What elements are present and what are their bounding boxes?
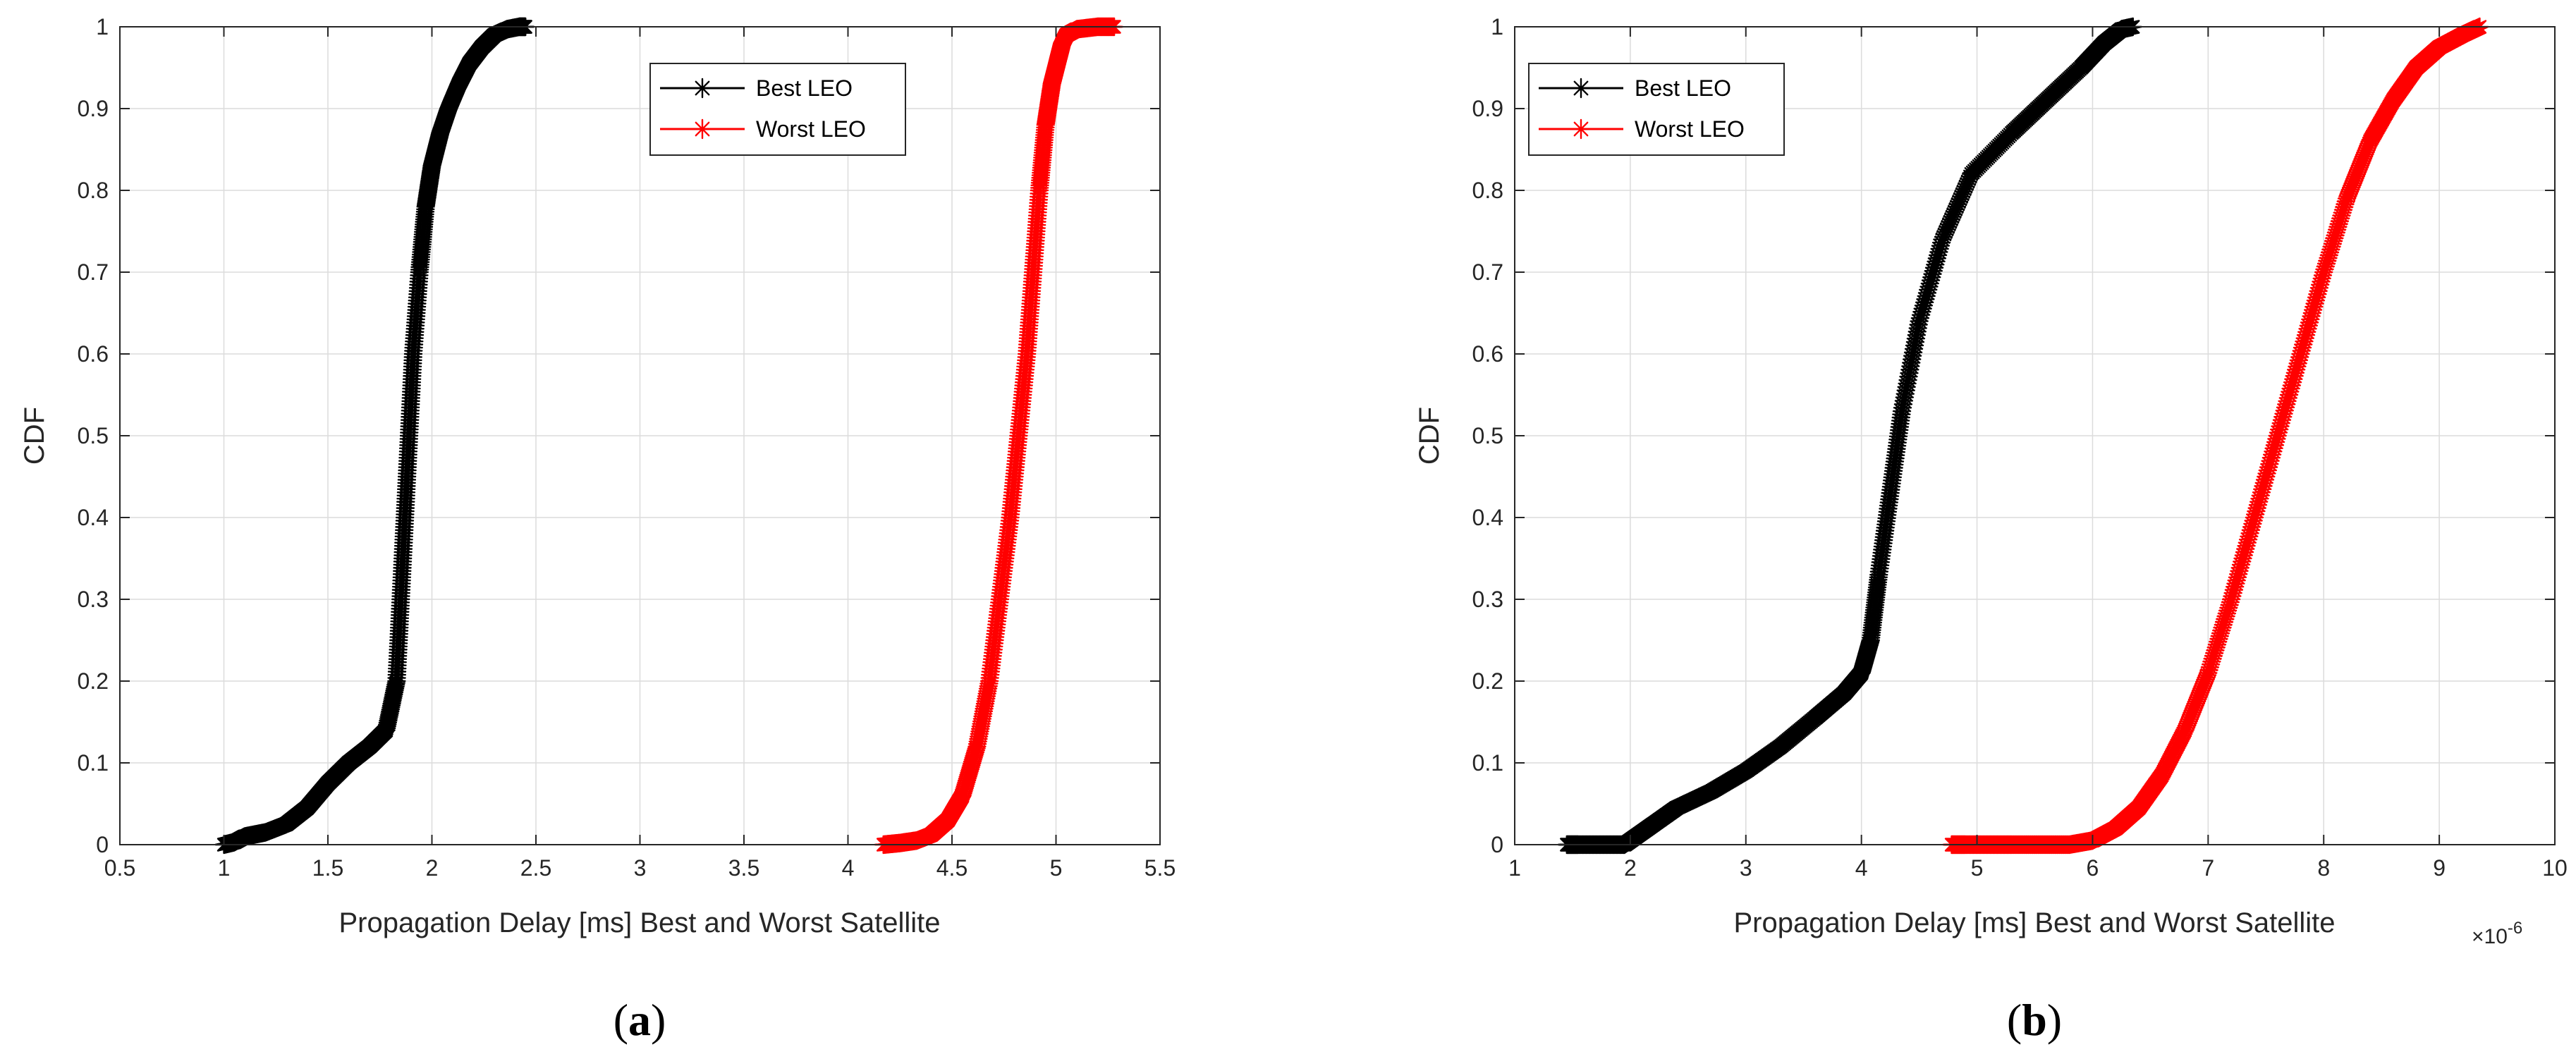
x-tick-label: 1.5 <box>312 855 343 881</box>
legend-b: Best LEO Worst LEO <box>1528 63 1785 156</box>
x-tick-label: 1 <box>218 855 231 881</box>
x-tick-label: 4 <box>842 855 855 881</box>
x-tick-label: 4.5 <box>936 855 967 881</box>
legend-label-best-leo-a: Best LEO <box>756 75 853 101</box>
panel-label-a-open: ( <box>614 995 628 1045</box>
legend-marker-worst-leo-a <box>692 118 713 140</box>
legend-marker-asterisk <box>692 78 713 99</box>
x-axis-exponent-power-b: -6 <box>2508 919 2522 938</box>
panel-b: 1 2 3 4 5 6 7 8 9 10 0 0.1 0.2 0.3 0.4 0.5 0.6 0.7 0.8 0.9… <box>1414 14 2568 1045</box>
x-tick-label: 8 <box>2317 855 2330 881</box>
y-tick-label: 0.9 <box>1472 96 1503 121</box>
panel-a: 0.5 1 1.5 2 2.5 3 3.5 4 4.5 5 5.5 0 0.1 0.2 0.3 0.4 0.5… <box>19 14 1176 1045</box>
y-tick-label: 0.9 <box>78 96 109 121</box>
x-axis-exponent-base-b: ×10 <box>2472 925 2508 948</box>
y-tick-label: 1 <box>1491 14 1503 39</box>
x-tick-label: 3.5 <box>728 855 759 881</box>
y-tick-label: 0.5 <box>1472 423 1503 448</box>
y-tick-label: 0.8 <box>1472 178 1503 203</box>
y-tick-label: 0.7 <box>1472 259 1503 285</box>
y-tick-label: 0.4 <box>1472 505 1503 530</box>
x-tick-label: 2 <box>426 855 439 881</box>
x-axis-label-a: Propagation Delay [ms] Best and Worst Sa… <box>338 907 940 938</box>
y-tick-label: 0.1 <box>1472 750 1503 776</box>
legend-marker-worst-leo-b <box>1570 118 1592 140</box>
x-tick-label: 5 <box>1971 855 1984 881</box>
y-tick-label: 0.8 <box>78 178 109 203</box>
y-axis-label-a: CDF <box>19 407 50 465</box>
x-tick-label: 5 <box>1050 855 1063 881</box>
x-tick-label: 2.5 <box>520 855 551 881</box>
y-tick-label: 0.2 <box>78 668 109 694</box>
x-tick-label: 3 <box>634 855 647 881</box>
panel-label-b-letter: b <box>2022 995 2047 1045</box>
y-tick-label: 0.2 <box>1472 668 1503 694</box>
legend-marker-asterisk <box>692 118 713 140</box>
legend-label-best-leo-b: Best LEO <box>1635 75 1731 101</box>
x-tick-label: 5.5 <box>1144 855 1176 881</box>
panel-label-a-close: ) <box>651 995 666 1045</box>
legend-marker-asterisk <box>1570 78 1592 99</box>
legend-marker-best-leo-b <box>1570 78 1592 99</box>
y-tick-label: 0.1 <box>78 750 109 776</box>
panel-label-a: (a) <box>614 995 666 1045</box>
legend-marker-best-leo-a <box>692 78 713 99</box>
y-tick-label: 0 <box>96 832 109 857</box>
x-tick-label: 7 <box>2202 855 2214 881</box>
y-tick-label: 0.3 <box>1472 587 1503 612</box>
legend-marker-asterisk <box>1570 118 1592 140</box>
y-tick-label: 0 <box>1491 832 1503 857</box>
x-tick-label: 10 <box>2542 855 2568 881</box>
series-markers-best-leo <box>214 17 535 855</box>
x-tick-label: 1 <box>1508 855 1521 881</box>
y-tick-label: 0.5 <box>78 423 109 448</box>
y-axis-label-b: CDF <box>1414 407 1445 465</box>
panel-label-b-open: ( <box>2007 995 2022 1045</box>
legend-a: Best LEO Worst LEO <box>649 63 906 156</box>
series-markers-worst-leo <box>874 17 1124 855</box>
y-tick-label: 0.6 <box>1472 341 1503 367</box>
panel-label-b-close: ) <box>2047 995 2062 1045</box>
x-tick-label: 6 <box>2087 855 2099 881</box>
x-tick-label: 0.5 <box>104 855 135 881</box>
y-tick-label: 0.7 <box>78 259 109 285</box>
y-tick-label: 0.4 <box>78 505 109 530</box>
x-tick-label: 9 <box>2433 855 2446 881</box>
x-tick-label: 3 <box>1740 855 1752 881</box>
x-axis-exponent-b: ×10-6 <box>2472 919 2522 948</box>
legend-label-worst-leo-b: Worst LEO <box>1635 116 1745 142</box>
panel-label-b: (b) <box>2007 995 2062 1045</box>
x-axis-label-b: Propagation Delay [ms] Best and Worst Sa… <box>1733 907 2335 938</box>
x-tick-label: 2 <box>1624 855 1637 881</box>
series-a <box>214 17 1124 855</box>
panel-label-a-letter: a <box>628 995 651 1045</box>
x-tick-label: 4 <box>1855 855 1868 881</box>
y-tick-label: 0.3 <box>78 587 109 612</box>
y-tick-label: 0.6 <box>78 341 109 367</box>
legend-label-worst-leo-a: Worst LEO <box>756 116 866 142</box>
y-tick-label: 1 <box>96 14 109 39</box>
